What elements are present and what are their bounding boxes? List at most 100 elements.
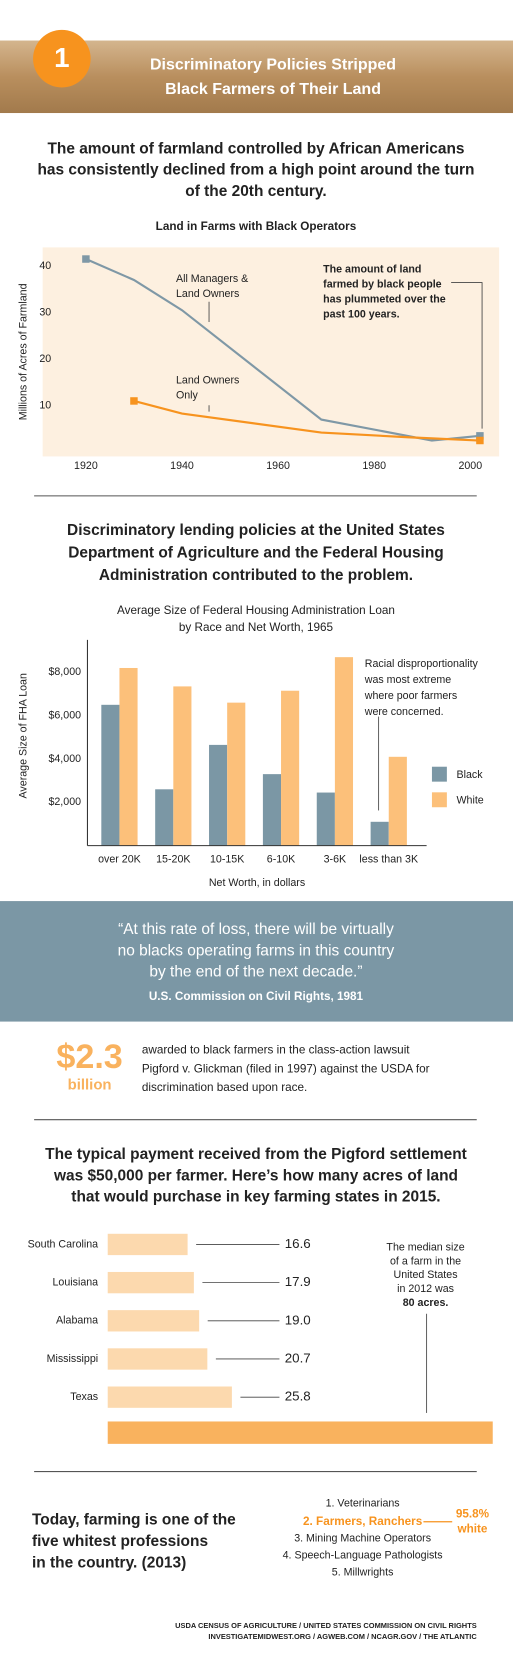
- header-title: Discriminatory Policies Stripped: [150, 56, 396, 73]
- bar: [370, 821, 389, 846]
- annotation: United States: [394, 1269, 458, 1281]
- legend-label: White: [456, 795, 483, 807]
- bar: [101, 704, 120, 846]
- intro: The typical payment received from the Pi…: [45, 1146, 467, 1163]
- professions-headline: five whitest professions: [32, 1533, 208, 1550]
- intro: Administration contributed to the proble…: [99, 567, 413, 584]
- badge: [33, 29, 91, 88]
- y-axis-label: Average Size of FHA Loan: [17, 673, 29, 798]
- bar: [209, 744, 228, 846]
- quote: no blacks operating farms in this countr…: [118, 942, 395, 959]
- source: INVESTIGATEMIDWEST.ORG / AGWEB.COM / NCA…: [208, 1632, 477, 1641]
- chart-title: Land in Farms with Black Operators: [156, 220, 357, 233]
- award-text: awarded to black farmers in the class-ac…: [142, 1043, 410, 1056]
- intro: The amount of farmland controlled by Afr…: [47, 140, 464, 157]
- value-label: 17.9: [285, 1274, 311, 1289]
- intro: that would purchase in key farming state…: [71, 1189, 440, 1206]
- y-tick-label: $2,000: [48, 796, 81, 808]
- series-label: Land Owners: [176, 288, 239, 300]
- award-amount: $2.3: [56, 1038, 122, 1076]
- category-label: Alabama: [56, 1315, 98, 1327]
- annotation-pointer: [451, 282, 483, 429]
- y-tick-label: $8,000: [48, 666, 81, 678]
- profession: 5. Millwrights: [332, 1567, 394, 1579]
- annotation: has plummeted over the: [323, 293, 446, 305]
- intro: Department of Agriculture and the Federa…: [68, 545, 444, 562]
- intro: has consistently declined from a high po…: [37, 162, 474, 179]
- annotation: of a farm in the: [390, 1255, 461, 1267]
- y-tick-label: 40: [39, 260, 51, 272]
- annotation: in 2012 was: [397, 1283, 454, 1295]
- bar: [107, 1310, 200, 1332]
- category-label: Louisiana: [52, 1276, 98, 1288]
- award-unit: billion: [68, 1077, 112, 1094]
- annotation: Racial disproportionality: [365, 658, 479, 670]
- series-label: Only: [176, 389, 199, 401]
- category-label: Mississippi: [47, 1353, 99, 1365]
- x-tick-label: less than 3K: [359, 853, 418, 865]
- annotation: past 100 years.: [323, 308, 399, 320]
- professions-headline: in the country. (2013): [32, 1554, 186, 1571]
- annotation: was most extreme: [364, 674, 452, 686]
- x-axis-label: Net Worth, in dollars: [209, 877, 305, 889]
- bar: [281, 690, 300, 846]
- x-tick-label: over 20K: [98, 853, 141, 865]
- bar: [107, 1386, 232, 1408]
- x-tick-label: 1940: [170, 460, 194, 472]
- reference-bar: [107, 1421, 493, 1444]
- x-tick-label: 10-15K: [210, 853, 244, 865]
- quote-box: [0, 901, 513, 1022]
- award-text: discrimination based upon race.: [142, 1081, 307, 1094]
- point-marker: [82, 255, 90, 263]
- highlight-label: white: [456, 1522, 487, 1535]
- y-axis-label: Millions of Acres of Farmland: [17, 283, 29, 420]
- legend-label: Black: [456, 769, 483, 781]
- bar: [262, 774, 282, 846]
- y-tick-label: $4,000: [48, 753, 81, 765]
- legend-swatch: [431, 766, 447, 782]
- intro: was $50,000 per farmer. Here’s how many …: [53, 1167, 458, 1184]
- bar: [119, 667, 138, 846]
- y-tick-label: 20: [39, 353, 51, 365]
- point-marker: [476, 432, 484, 440]
- series-label: Land Owners: [176, 375, 239, 387]
- bar: [107, 1233, 188, 1256]
- profession: 4. Speech-Language Pathologists: [283, 1550, 443, 1562]
- profession-highlight: 2. Farmers, Ranchers: [303, 1515, 423, 1528]
- series-line: [133, 399, 480, 442]
- annotation: where poor farmers: [364, 690, 457, 702]
- bar: [334, 657, 354, 846]
- x-tick-label: 1980: [362, 460, 386, 472]
- highlight-value: 95.8%: [456, 1507, 490, 1520]
- chart-title: by Race and Net Worth, 1965: [179, 621, 334, 634]
- professions-headline: Today, farming is one of the: [32, 1512, 236, 1529]
- bar: [388, 756, 407, 846]
- category-label: Texas: [70, 1391, 98, 1403]
- plot-background: [42, 247, 500, 457]
- badge-number: 1: [54, 42, 69, 73]
- x-tick-label: 1960: [266, 460, 290, 472]
- profession: 1. Veterinarians: [326, 1497, 400, 1509]
- x-tick-label: 15-20K: [156, 853, 190, 865]
- category-label: South Carolina: [28, 1238, 99, 1250]
- line-chart: Land in Farms with Black Operators Millio…: [17, 220, 500, 472]
- value-label: 19.0: [285, 1312, 311, 1327]
- bar: [107, 1348, 208, 1370]
- header-title: Black Farmers of Their Land: [165, 81, 381, 98]
- series-label: All Managers &: [176, 273, 248, 285]
- quote-source: U.S. Commission on Civil Rights, 1981: [149, 990, 364, 1003]
- y-tick-label: 30: [39, 306, 51, 318]
- value-label: 16.6: [285, 1236, 311, 1251]
- value-label: 20.7: [285, 1350, 311, 1365]
- x-tick-label: 2000: [458, 460, 482, 472]
- reference-label: 80 acres.: [403, 1297, 449, 1309]
- bar: [173, 686, 192, 846]
- x-tick-label: 3-6K: [324, 853, 347, 865]
- y-tick-label: $6,000: [48, 709, 81, 721]
- intro: of the 20th century.: [185, 183, 326, 200]
- value-label: 25.8: [285, 1389, 311, 1404]
- quote: “At this rate of loss, there will be vir…: [118, 921, 394, 938]
- source: USDA CENSUS OF AGRICULTURE / UNITED STAT…: [175, 1621, 477, 1630]
